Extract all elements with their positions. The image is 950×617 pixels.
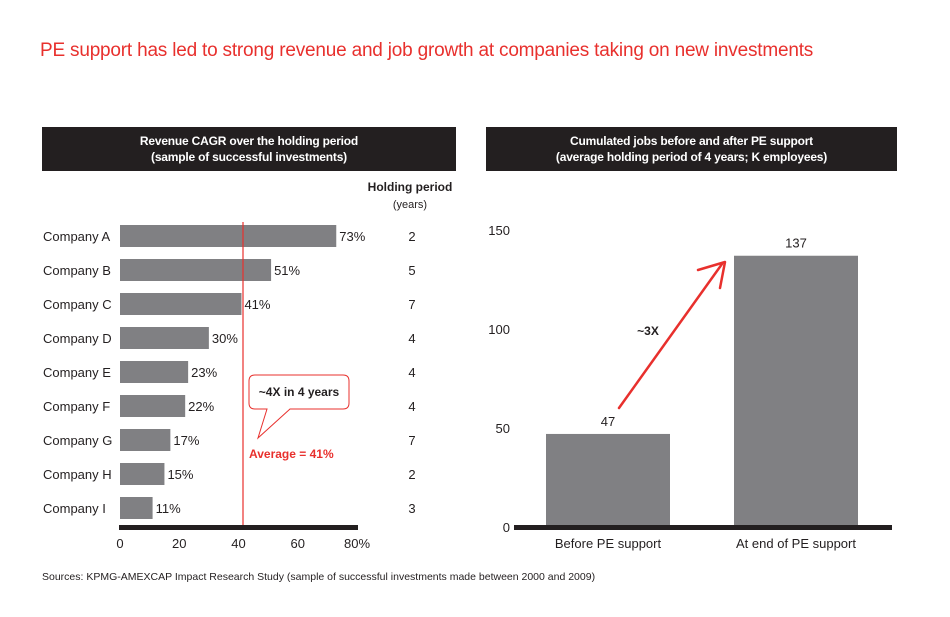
callout-bubble	[248, 374, 350, 440]
x-tick-label: 60	[291, 536, 305, 551]
bar	[120, 225, 337, 247]
bar	[120, 497, 153, 519]
source-note: Sources: KPMG-AMEXCAP Impact Research St…	[42, 571, 596, 583]
value-label: 30%	[212, 331, 238, 346]
category-label: Company I	[43, 501, 106, 516]
bar	[120, 327, 209, 349]
callout-text: ~4X in 4 years	[259, 385, 340, 399]
value-label: 23%	[191, 365, 217, 380]
category-label: Before PE support	[555, 536, 662, 551]
holding-period-header: Holding period (years)	[360, 178, 460, 214]
page-title: PE support has led to strong revenue and…	[40, 40, 814, 61]
y-tick-label: 100	[488, 322, 510, 337]
holding-period-title: Holding period	[367, 180, 453, 194]
holding-period-value: 7	[408, 297, 415, 312]
holding-period-value: 2	[408, 229, 415, 244]
bar	[120, 429, 171, 451]
value-label: 47	[601, 414, 615, 429]
holding-period-value: 3	[408, 501, 415, 516]
holding-period-value: 4	[408, 399, 415, 414]
average-label: Average = 41%	[249, 447, 334, 461]
jobs-chart-subtitle: (average holding period of 4 years; K em…	[555, 150, 828, 164]
value-label: 41%	[244, 297, 270, 312]
jobs-chart-title: Cumulated jobs before and after PE suppo…	[570, 134, 813, 148]
revenue-chart-title: Revenue CAGR over the holding period	[139, 134, 359, 148]
revenue-chart-subtitle: (sample of successful investments)	[151, 150, 347, 164]
value-label: 22%	[188, 399, 214, 414]
holding-period-value: 5	[408, 263, 415, 278]
value-label: 15%	[167, 467, 193, 482]
category-label: Company D	[43, 331, 112, 346]
category-label: Company C	[43, 297, 112, 312]
value-label: 51%	[274, 263, 300, 278]
bar	[734, 255, 858, 528]
x-tick-label: 20	[172, 536, 186, 551]
growth-arrow	[617, 262, 724, 410]
growth-annotation: ~3X	[637, 324, 659, 338]
category-label: Company H	[43, 467, 112, 482]
y-tick-label: 50	[496, 421, 510, 436]
x-tick-label: 0	[116, 536, 123, 551]
jobs-chart-header: Cumulated jobs before and after PE suppo…	[486, 127, 897, 171]
revenue-chart-header: Revenue CAGR over the holding period (sa…	[42, 127, 456, 171]
bar	[546, 433, 670, 527]
value-label: 11%	[156, 501, 181, 516]
x-tick-label: 80%	[344, 536, 370, 551]
value-label: 73%	[339, 229, 365, 244]
arrow-head-icon	[696, 260, 727, 290]
bar	[120, 361, 189, 383]
bar	[120, 463, 165, 485]
x-tick-label: 40	[231, 536, 245, 551]
value-label: 137	[785, 236, 807, 251]
bar	[120, 259, 272, 281]
x-axis	[514, 525, 892, 530]
category-label: Company F	[43, 399, 110, 414]
bar	[120, 293, 242, 315]
category-label: Company G	[43, 433, 112, 448]
y-tick-label: 0	[503, 520, 510, 535]
holding-period-value: 7	[408, 433, 415, 448]
x-axis	[119, 525, 358, 530]
holding-period-value: 2	[408, 467, 415, 482]
y-tick-label: 150	[488, 223, 510, 238]
category-label: Company A	[43, 229, 111, 244]
holding-period-value: 4	[408, 365, 415, 380]
bar	[120, 395, 186, 417]
value-label: 17%	[173, 433, 199, 448]
category-label: Company E	[43, 365, 111, 380]
holding-period-unit: (years)	[392, 199, 428, 211]
category-label: At end of PE support	[736, 536, 856, 551]
category-label: Company B	[43, 263, 111, 278]
holding-period-value: 4	[408, 331, 415, 346]
